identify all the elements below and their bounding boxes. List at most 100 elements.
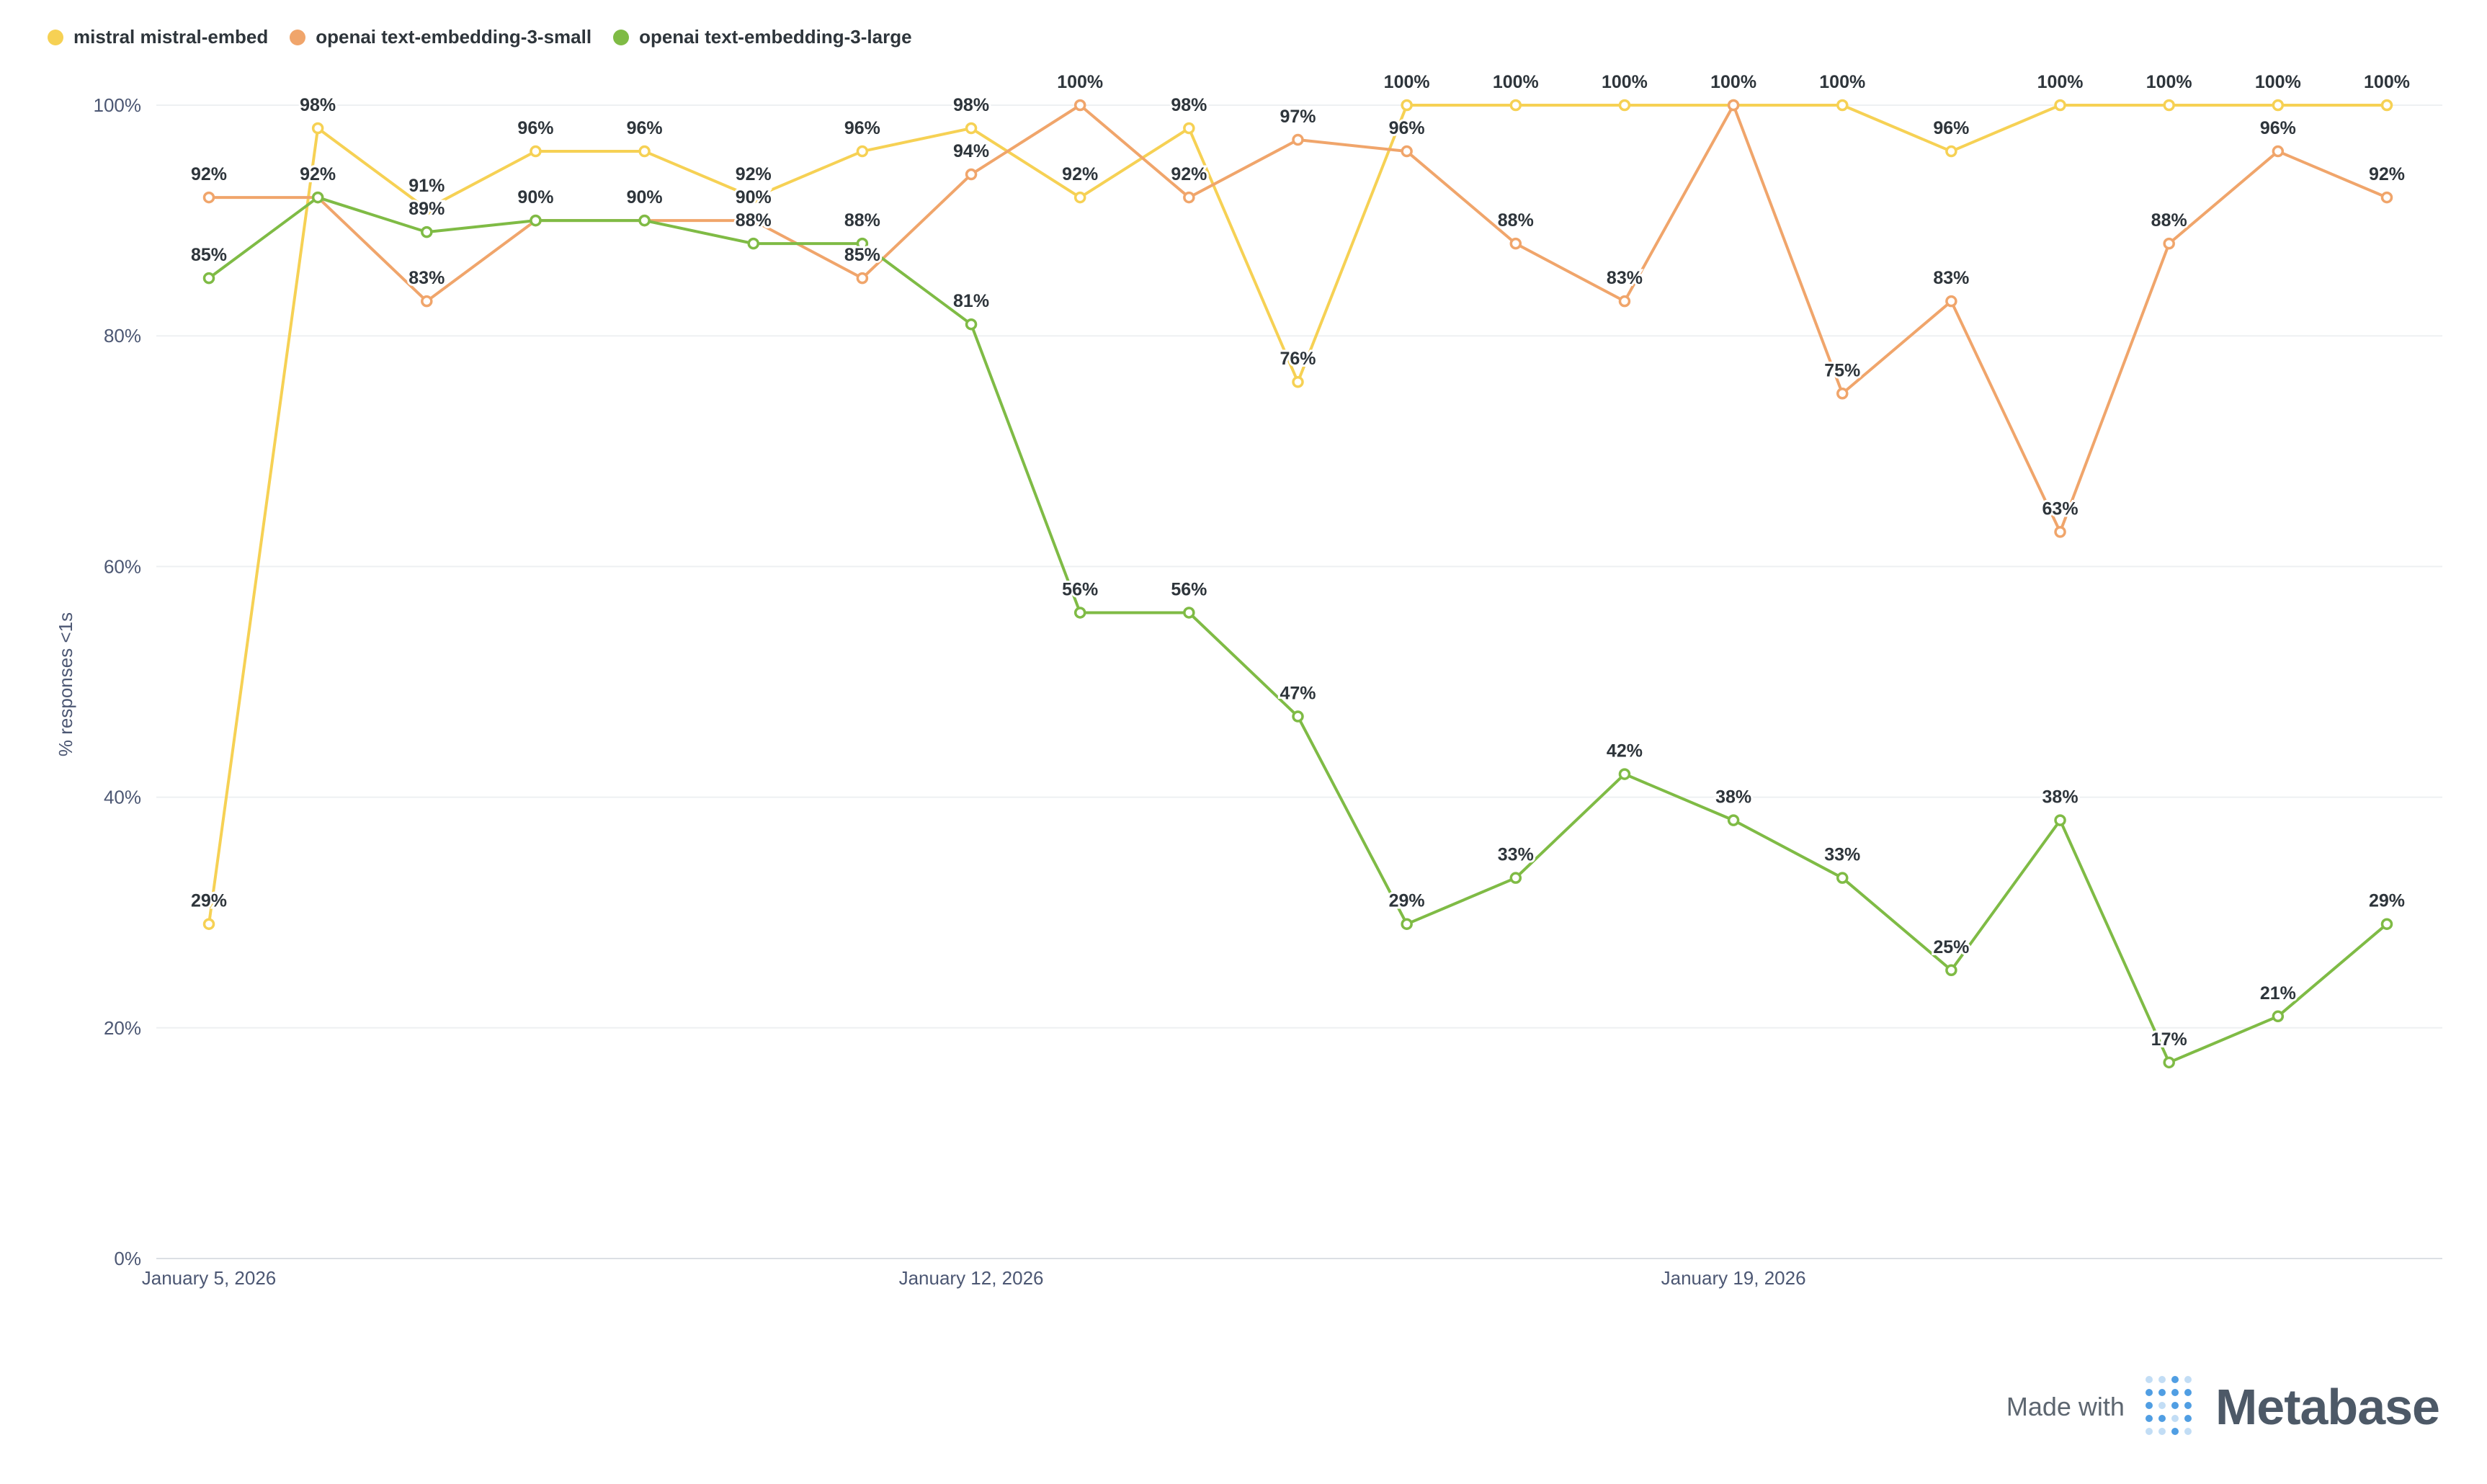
data-point[interactable]: [2163, 99, 2175, 112]
legend-swatch-icon: [290, 29, 306, 45]
data-point[interactable]: [2054, 526, 2066, 538]
data-point[interactable]: [1292, 710, 1304, 723]
data-label: 89%: [408, 199, 445, 219]
data-label: 92%: [1171, 164, 1207, 184]
made-with-text: Made with: [2006, 1392, 2125, 1421]
data-label: 96%: [627, 118, 663, 138]
data-point[interactable]: [638, 214, 651, 227]
data-label: 85%: [844, 245, 880, 265]
data-point[interactable]: [2272, 1010, 2285, 1023]
data-point[interactable]: [530, 214, 542, 227]
data-point[interactable]: [421, 202, 433, 215]
data-point[interactable]: [1945, 295, 1957, 308]
data-point[interactable]: [2380, 918, 2393, 930]
data-label: 100%: [2037, 72, 2084, 92]
data-point[interactable]: [2380, 191, 2393, 204]
data-point[interactable]: [2163, 1056, 2175, 1069]
legend-item[interactable]: mistral mistral-embed: [48, 26, 268, 48]
data-point[interactable]: [202, 272, 215, 285]
data-point[interactable]: [1945, 145, 1957, 158]
data-point[interactable]: [421, 295, 433, 308]
data-point[interactable]: [202, 918, 215, 930]
data-point[interactable]: [856, 237, 869, 250]
data-point[interactable]: [1836, 99, 1849, 112]
data-label: 100%: [1493, 72, 1539, 92]
data-point[interactable]: [2054, 99, 2066, 112]
legend-item[interactable]: openai text-embedding-3-large: [613, 26, 912, 48]
data-point[interactable]: [1183, 191, 1195, 204]
data-point[interactable]: [2380, 99, 2393, 112]
data-label: 100%: [2255, 72, 2301, 92]
data-point[interactable]: [2272, 145, 2285, 158]
data-point[interactable]: [2163, 237, 2175, 250]
legend-item[interactable]: openai text-embedding-3-small: [290, 26, 591, 48]
data-point[interactable]: [747, 237, 759, 250]
data-point[interactable]: [1401, 99, 1413, 112]
series-group: [202, 191, 2393, 1069]
data-point[interactable]: [1509, 237, 1522, 250]
data-point[interactable]: [1836, 872, 1849, 884]
data-label: 98%: [1171, 95, 1207, 115]
data-point[interactable]: [856, 145, 869, 158]
data-label: 88%: [736, 210, 772, 231]
data-point[interactable]: [311, 122, 324, 135]
data-point[interactable]: [2054, 814, 2066, 826]
data-label: 33%: [1824, 845, 1860, 865]
data-point[interactable]: [1618, 768, 1631, 780]
data-point[interactable]: [1401, 145, 1413, 158]
data-label: 100%: [1384, 72, 1430, 92]
data-point[interactable]: [1618, 295, 1631, 308]
series-group: [202, 99, 2393, 930]
data-label: 96%: [2260, 118, 2296, 138]
data-point[interactable]: [1073, 607, 1086, 619]
data-point[interactable]: [856, 272, 869, 285]
data-point[interactable]: [747, 191, 759, 204]
data-label: 56%: [1062, 579, 1098, 599]
data-label: 92%: [2369, 164, 2405, 184]
data-point[interactable]: [747, 214, 759, 227]
data-label: 47%: [1280, 684, 1316, 704]
data-point[interactable]: [1183, 607, 1195, 619]
data-point[interactable]: [202, 191, 215, 204]
data-point[interactable]: [1073, 191, 1086, 204]
data-point[interactable]: [965, 318, 978, 331]
data-label: 88%: [844, 210, 880, 231]
series-layer: [202, 99, 2393, 1069]
data-label: 100%: [2364, 72, 2410, 92]
data-point[interactable]: [2272, 99, 2285, 112]
data-label: 91%: [408, 176, 445, 196]
data-label: 85%: [191, 245, 227, 265]
data-labels-layer: 29% 98% 91% 96% 96% 92% 96% 98% 92% 98% 76% 100% 100…: [189, 70, 2412, 1052]
data-point[interactable]: [638, 145, 651, 158]
data-point[interactable]: [1401, 918, 1413, 930]
y-axis-label: % responses <1s: [55, 612, 76, 756]
legend-swatch-icon: [48, 29, 63, 45]
data-point[interactable]: [965, 168, 978, 181]
data-label: 98%: [953, 95, 989, 115]
data-point[interactable]: [1183, 122, 1195, 135]
data-point[interactable]: [1836, 388, 1849, 400]
data-point[interactable]: [1292, 133, 1304, 146]
data-label: 92%: [191, 164, 227, 184]
data-point[interactable]: [1073, 99, 1086, 112]
legend-label: openai text-embedding-3-small: [316, 26, 592, 48]
data-point[interactable]: [1945, 964, 1957, 976]
series-line: [209, 104, 2388, 534]
data-point[interactable]: [1618, 99, 1631, 112]
data-label: 17%: [2151, 1029, 2187, 1050]
data-point[interactable]: [311, 191, 324, 204]
data-point[interactable]: [1727, 99, 1740, 112]
data-point[interactable]: [1727, 814, 1740, 826]
data-label: 63%: [2042, 499, 2079, 519]
data-point[interactable]: [1292, 375, 1304, 388]
data-point[interactable]: [1509, 99, 1522, 112]
data-point[interactable]: [530, 145, 542, 158]
data-point[interactable]: [1509, 872, 1522, 884]
x-tick-label: January 12, 2026: [899, 1267, 1044, 1289]
legend-swatch-icon: [613, 29, 630, 45]
grid-lines: [156, 104, 2442, 1259]
data-point[interactable]: [965, 122, 978, 135]
y-tick-label: 40%: [104, 787, 141, 808]
data-point[interactable]: [421, 225, 433, 238]
data-label: 83%: [1933, 268, 1969, 288]
